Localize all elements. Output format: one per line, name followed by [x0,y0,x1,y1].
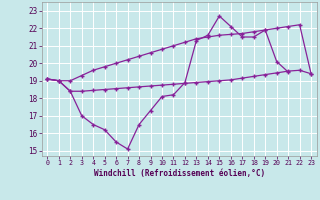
X-axis label: Windchill (Refroidissement éolien,°C): Windchill (Refroidissement éolien,°C) [94,169,265,178]
